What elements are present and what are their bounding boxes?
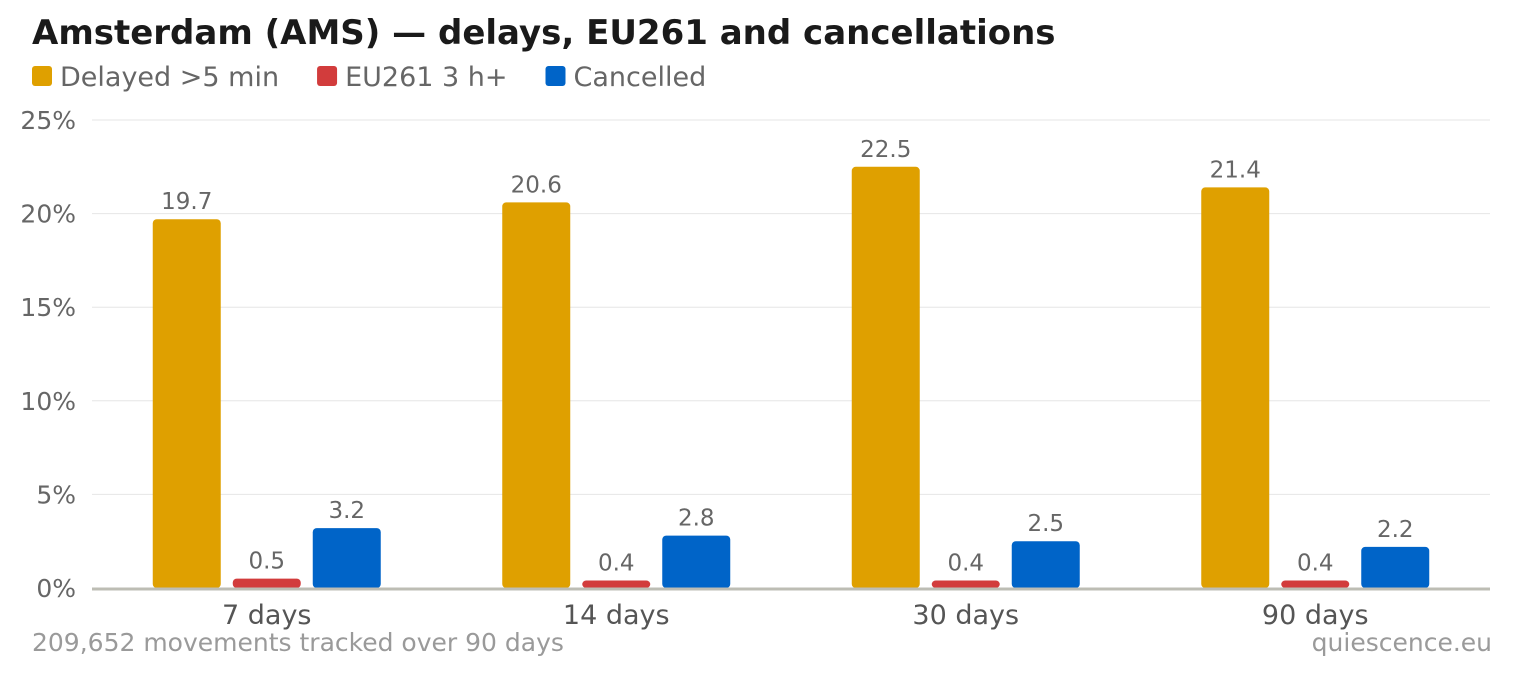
- grid-lines: [92, 119, 1490, 495]
- legend-swatch-1: [317, 66, 338, 86]
- data-label-0-0: 19.7: [161, 189, 212, 215]
- legend-label-1: EU261 3 h+: [345, 62, 507, 93]
- y-tick-label: 10%: [20, 387, 76, 416]
- x-category-label: 30 days: [912, 600, 1019, 631]
- bar-2-0: [851, 166, 920, 589]
- data-label-2-0: 22.5: [860, 137, 911, 163]
- x-category-label: 14 days: [563, 600, 670, 631]
- data-labels: 19.7 0.5 3.2 20.6 0.4 2.8 22.5 0.4 2.5 21.4 0.4 2.2: [161, 137, 1413, 577]
- y-tick-label: 20%: [20, 200, 76, 229]
- bar-3-0: [1201, 187, 1270, 588]
- bar-1-2: [662, 535, 731, 588]
- legend-swatch-0: [32, 66, 52, 86]
- x-axis-categories: 7 days 14 days 30 days 90 days: [222, 600, 1369, 631]
- data-label-2-1: 0.4: [947, 551, 984, 577]
- data-label-3-1: 0.4: [1297, 551, 1334, 577]
- footnote: 209,652 movements tracked over 90 days: [32, 628, 564, 657]
- x-category-label: 7 days: [222, 600, 312, 631]
- bar-0-1: [232, 578, 301, 588]
- data-label-1-0: 20.6: [511, 172, 562, 198]
- y-axis-ticks: 0% 5% 10% 15% 20% 25%: [20, 106, 76, 603]
- bar-3-2: [1361, 546, 1430, 588]
- x-category-label: 90 days: [1262, 600, 1369, 631]
- data-label-1-2: 2.8: [678, 506, 715, 532]
- bar-series: [152, 166, 1430, 589]
- bar-1-1: [582, 580, 651, 588]
- data-label-3-2: 2.2: [1377, 517, 1414, 543]
- data-label-2-2: 2.5: [1027, 511, 1064, 537]
- y-tick-label: 0%: [36, 574, 76, 603]
- data-label-1-1: 0.4: [598, 551, 635, 577]
- data-label-0-2: 3.2: [328, 498, 365, 524]
- legend-label-0: Delayed >5 min: [60, 62, 279, 93]
- chart-title: Amsterdam (AMS) — delays, EU261 and canc…: [32, 13, 1056, 53]
- data-label-0-1: 0.5: [248, 549, 285, 575]
- y-tick-label: 25%: [20, 106, 76, 135]
- bar-0-0: [152, 219, 221, 588]
- bar-3-1: [1281, 580, 1350, 588]
- bar-1-0: [502, 202, 571, 589]
- source-credit: quiescence.eu: [1312, 628, 1492, 657]
- legend-label-2: Cancelled: [574, 62, 707, 93]
- bar-2-2: [1011, 541, 1080, 588]
- data-label-3-0: 21.4: [1210, 157, 1261, 183]
- bar-0-2: [312, 528, 381, 588]
- legend-swatch-2: [545, 66, 566, 86]
- y-tick-label: 15%: [20, 293, 76, 322]
- bar-2-1: [931, 580, 1000, 588]
- y-tick-label: 5%: [36, 480, 76, 509]
- chart-legend: Delayed >5 min EU261 3 h+ Cancelled: [32, 62, 706, 93]
